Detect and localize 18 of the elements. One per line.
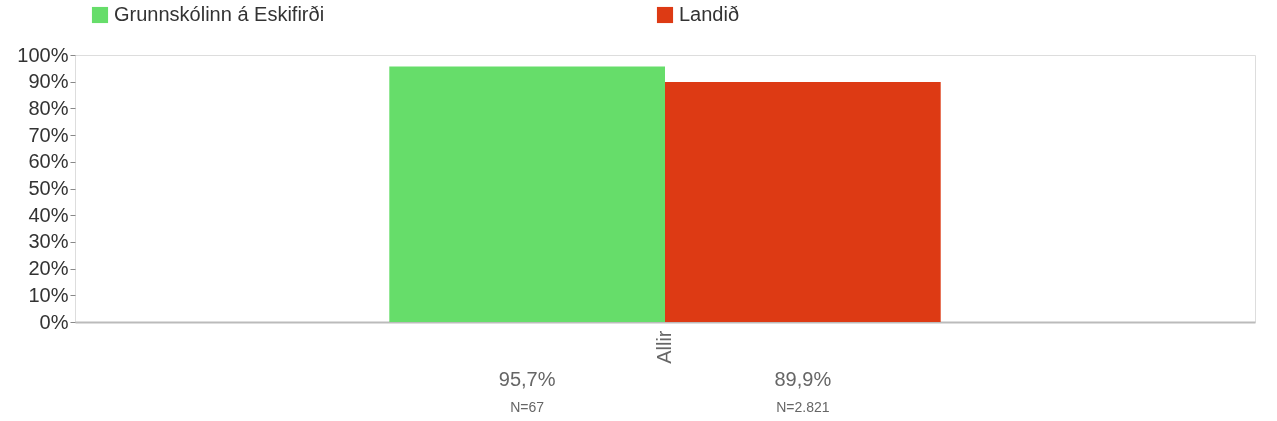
y-tick-label: 40% xyxy=(28,203,69,226)
y-tick-label: 30% xyxy=(28,230,69,253)
x-tick-label: Allir xyxy=(653,330,675,364)
y-tick-label: 60% xyxy=(28,150,69,173)
y-tick-label: 20% xyxy=(28,257,69,280)
y-tick-label: 0% xyxy=(39,310,69,333)
y-tick-label: 100% xyxy=(17,43,69,66)
y-tick-label: 70% xyxy=(28,123,69,146)
y-tick-label: 10% xyxy=(28,283,69,306)
text: N=2.821 xyxy=(776,399,830,415)
text: N=67 xyxy=(510,399,545,415)
data-label: 89,9% xyxy=(774,368,832,390)
data-label: 95,7% xyxy=(498,368,556,390)
y-tick-label: 90% xyxy=(28,70,69,93)
legend-label: Landið xyxy=(679,3,740,25)
y-tick-label: 50% xyxy=(28,177,69,199)
y-tick-label: 80% xyxy=(28,96,69,119)
legend-label: Grunnskólinn á Eskifirði xyxy=(114,3,325,25)
